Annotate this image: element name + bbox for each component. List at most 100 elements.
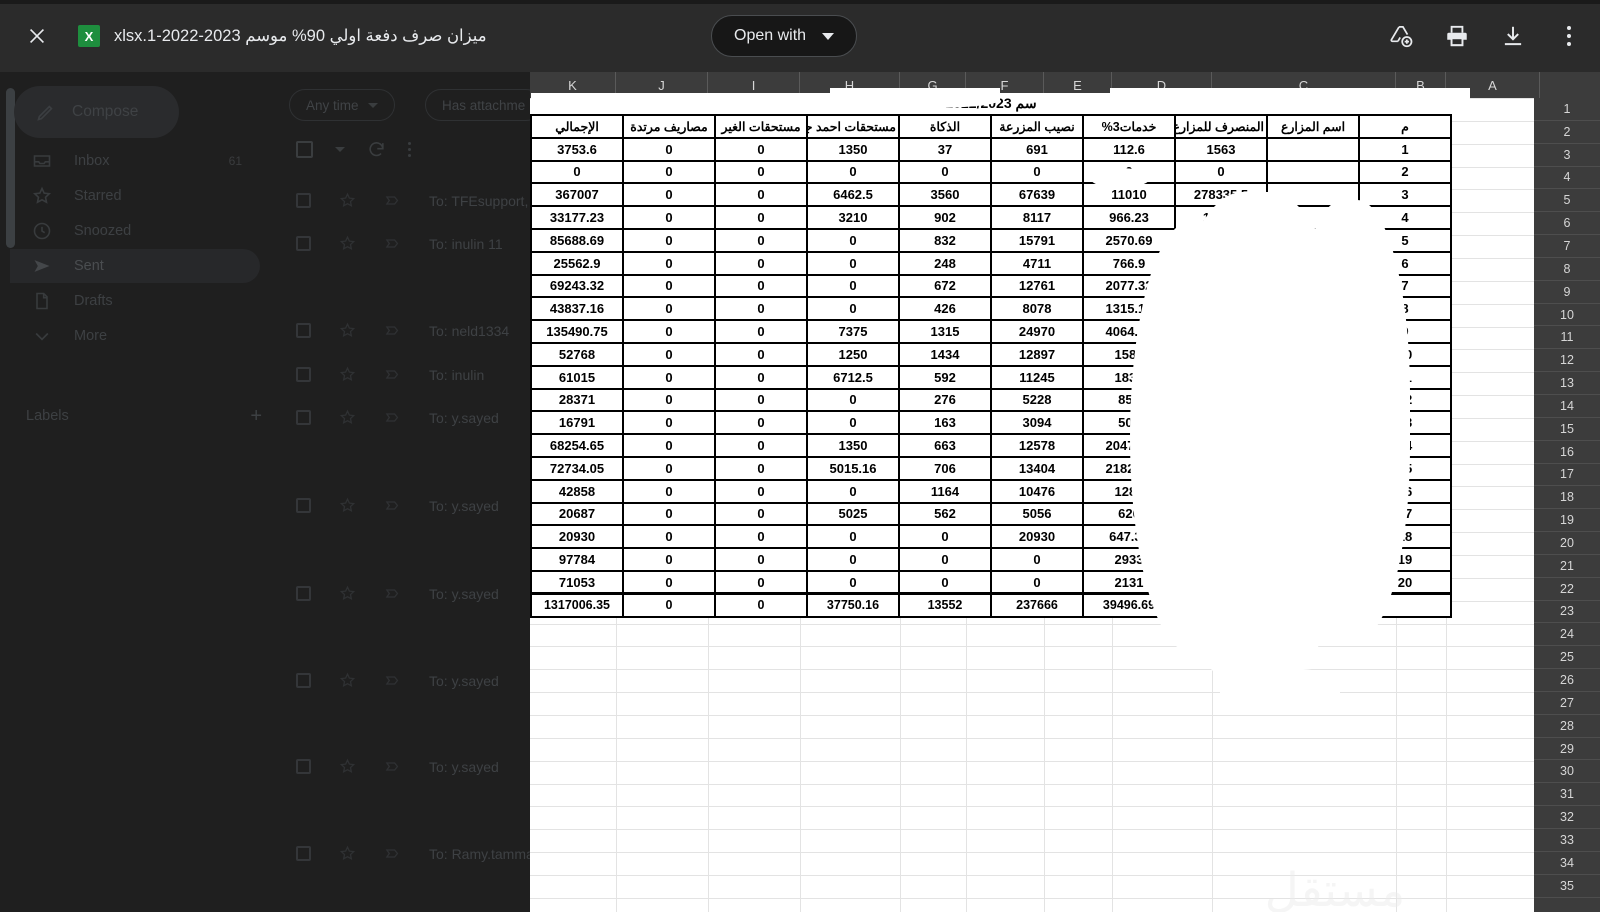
sidebar-item-starred[interactable]: Starred — [10, 179, 260, 213]
row-header-26[interactable]: 26 — [1534, 669, 1600, 692]
star-icon[interactable] — [339, 366, 356, 383]
select-all-checkbox[interactable] — [296, 141, 313, 158]
column-header-F[interactable]: F — [966, 72, 1044, 98]
sidebar-item-sent[interactable]: Sent — [10, 249, 260, 283]
column-header-D[interactable]: D — [1112, 72, 1212, 98]
filter-chip-has-attachment[interactable]: Has attachme — [425, 89, 543, 121]
row-header-22[interactable]: 22 — [1534, 578, 1600, 601]
row-header-24[interactable]: 24 — [1534, 623, 1600, 647]
print-icon[interactable] — [1442, 21, 1472, 51]
row-header-32[interactable]: 32 — [1534, 806, 1600, 829]
row-header-33[interactable]: 33 — [1534, 829, 1600, 852]
row-header-11[interactable]: 11 — [1534, 326, 1600, 350]
row-header-8[interactable]: 8 — [1534, 258, 1600, 281]
thread-checkbox[interactable] — [296, 193, 311, 208]
row-header-28[interactable]: 28 — [1534, 715, 1600, 738]
mail-thread-row[interactable]: To: neld1334 — [296, 322, 509, 339]
open-with-button[interactable]: Open with — [711, 15, 858, 57]
star-icon[interactable] — [339, 497, 356, 514]
row-header-15[interactable]: 15 — [1534, 418, 1600, 441]
thread-checkbox[interactable] — [296, 846, 311, 861]
filter-chip-any-time[interactable]: Any time — [289, 89, 395, 121]
important-marker-icon[interactable] — [384, 409, 401, 426]
column-header-K[interactable]: K — [530, 72, 616, 98]
row-header-35[interactable]: 35 — [1534, 875, 1600, 898]
row-header-17[interactable]: 17 — [1534, 464, 1600, 487]
thread-checkbox[interactable] — [296, 673, 311, 688]
mail-thread-row[interactable]: To: y.sayed — [296, 409, 499, 426]
star-icon[interactable] — [339, 758, 356, 775]
row-header-21[interactable]: 21 — [1534, 555, 1600, 578]
important-marker-icon[interactable] — [384, 322, 401, 339]
row-header-18[interactable]: 18 — [1534, 486, 1600, 510]
row-header-9[interactable]: 9 — [1534, 281, 1600, 304]
column-header-I[interactable]: I — [708, 72, 800, 98]
chevron-down-icon[interactable] — [335, 147, 345, 152]
row-header-13[interactable]: 13 — [1534, 372, 1600, 395]
row-header-1[interactable]: 1 — [1534, 98, 1600, 121]
row-header-30[interactable]: 30 — [1534, 760, 1600, 784]
row-header-25[interactable]: 25 — [1534, 646, 1600, 670]
column-header-A[interactable]: A — [1446, 72, 1540, 98]
row-header-5[interactable]: 5 — [1534, 189, 1600, 213]
row-header-6[interactable]: 6 — [1534, 212, 1600, 236]
row-header-31[interactable]: 31 — [1534, 783, 1600, 807]
column-header-G[interactable]: G — [900, 72, 966, 98]
sidebar-item-snoozed[interactable]: Snoozed — [10, 214, 260, 248]
add-to-drive-icon[interactable] — [1386, 21, 1416, 51]
row-header-14[interactable]: 14 — [1534, 395, 1600, 418]
more-options-icon[interactable] — [1554, 26, 1584, 46]
more-options-icon[interactable] — [408, 142, 411, 157]
row-header-34[interactable]: 34 — [1534, 852, 1600, 875]
star-icon[interactable] — [339, 322, 356, 339]
thread-checkbox[interactable] — [296, 367, 311, 382]
star-icon[interactable] — [339, 192, 356, 209]
mail-thread-row[interactable]: To: y.sayed — [296, 497, 499, 514]
important-marker-icon[interactable] — [384, 192, 401, 209]
row-header-2[interactable]: 2 — [1534, 121, 1600, 144]
row-header-10[interactable]: 10 — [1534, 304, 1600, 327]
star-icon[interactable] — [339, 672, 356, 689]
sidebar-item-drafts[interactable]: Drafts — [10, 284, 260, 318]
thread-checkbox[interactable] — [296, 410, 311, 425]
important-marker-icon[interactable] — [384, 845, 401, 862]
thread-checkbox[interactable] — [296, 586, 311, 601]
sidebar-item-inbox[interactable]: Inbox 61 — [10, 144, 260, 178]
row-header-20[interactable]: 20 — [1534, 532, 1600, 555]
column-header-H[interactable]: H — [800, 72, 900, 98]
row-header-7[interactable]: 7 — [1534, 235, 1600, 258]
mail-thread-row[interactable]: To: y.sayed — [296, 758, 499, 775]
mail-thread-row[interactable]: To: y.sayed — [296, 585, 499, 602]
thread-checkbox[interactable] — [296, 323, 311, 338]
row-header-29[interactable]: 29 — [1534, 738, 1600, 761]
mail-thread-row[interactable]: To: inulin 11 — [296, 235, 503, 252]
thread-checkbox[interactable] — [296, 498, 311, 513]
row-header-19[interactable]: 19 — [1534, 509, 1600, 533]
mail-thread-row[interactable]: To: TFEsupport, TFE — [296, 192, 558, 209]
star-icon[interactable] — [339, 235, 356, 252]
add-label-button[interactable]: + — [250, 405, 262, 427]
thread-checkbox[interactable] — [296, 759, 311, 774]
column-header-J[interactable]: J — [616, 72, 708, 98]
important-marker-icon[interactable] — [384, 758, 401, 775]
sidebar-item-more[interactable]: More — [10, 319, 260, 353]
important-marker-icon[interactable] — [384, 672, 401, 689]
column-header-B[interactable]: B — [1396, 72, 1446, 98]
star-icon[interactable] — [339, 585, 356, 602]
download-icon[interactable] — [1498, 21, 1528, 51]
row-header-4[interactable]: 4 — [1534, 167, 1600, 190]
star-icon[interactable] — [339, 409, 356, 426]
refresh-icon[interactable] — [367, 140, 386, 159]
row-header-23[interactable]: 23 — [1534, 601, 1600, 624]
star-icon[interactable] — [339, 845, 356, 862]
thread-checkbox[interactable] — [296, 236, 311, 251]
important-marker-icon[interactable] — [384, 366, 401, 383]
sidebar-scrollbar[interactable] — [6, 88, 15, 248]
important-marker-icon[interactable] — [384, 497, 401, 514]
row-header-16[interactable]: 16 — [1534, 441, 1600, 464]
mail-thread-row[interactable]: To: inulin — [296, 366, 484, 383]
mail-thread-row[interactable]: To: Ramy.tammam .. — [296, 845, 557, 862]
compose-button[interactable]: Compose — [14, 86, 179, 138]
row-header-3[interactable]: 3 — [1534, 144, 1600, 167]
close-preview-button[interactable] — [20, 19, 54, 53]
